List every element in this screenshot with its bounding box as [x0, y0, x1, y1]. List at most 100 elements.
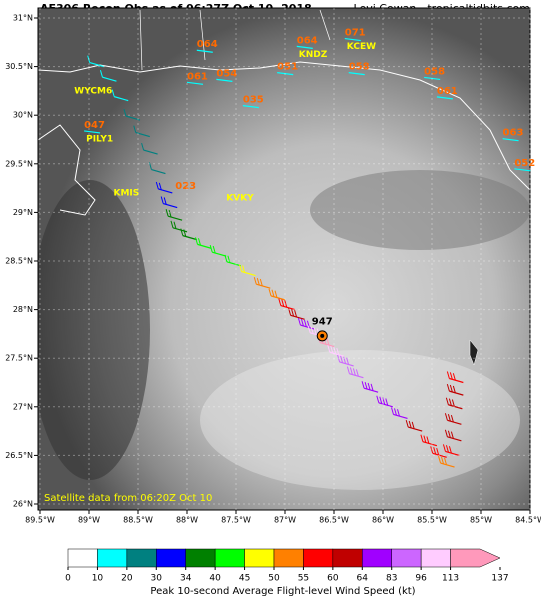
wind-barb	[195, 237, 212, 249]
barb-feather	[268, 288, 272, 297]
colorbar-tick-label: 113	[442, 574, 459, 584]
barb-feather	[442, 444, 446, 452]
barb-feather	[212, 245, 216, 254]
barb-shaft	[256, 283, 271, 289]
colorbar-label: Peak 10-second Average Flight-level Wind…	[150, 586, 415, 597]
x-tick-label: 88.5°W	[123, 516, 153, 525]
barb-feather	[87, 55, 91, 63]
barb-feather	[111, 89, 115, 97]
barb-feather	[451, 399, 455, 407]
wind-barb	[420, 434, 438, 447]
wind-barb	[337, 354, 354, 367]
colorbar-tick-label: 55	[298, 574, 309, 584]
y-tick-label: 27°N	[13, 402, 33, 411]
barb-feather	[370, 383, 374, 392]
wind-barb	[141, 142, 158, 155]
barb-feather	[198, 238, 201, 246]
y-tick-label: 29.5°N	[5, 159, 33, 168]
barb-shaft	[408, 426, 423, 432]
colorbar-bin	[362, 548, 392, 568]
colorbar-bin	[126, 548, 157, 568]
wind-barb	[442, 444, 460, 456]
wind-barb	[346, 366, 364, 379]
x-tick-label: 89.5°W	[25, 516, 55, 525]
barb-shaft	[329, 351, 344, 357]
colorbar-tick-label: 60	[327, 574, 339, 584]
barb-feather	[259, 278, 263, 287]
wind-barb	[376, 395, 393, 408]
barb-shaft	[449, 377, 464, 384]
station-code: WYCM6	[74, 86, 112, 96]
wind-barb	[111, 89, 129, 102]
station-barb	[344, 37, 361, 42]
barb-shaft	[445, 450, 460, 456]
barb-feather	[281, 299, 285, 307]
barb-feather	[288, 308, 292, 316]
barb-feather	[450, 431, 454, 439]
wind-barb	[438, 455, 455, 468]
x-tick-label: 84.5°W	[515, 516, 541, 525]
station-peak: 061	[437, 86, 458, 97]
barb-feather	[303, 319, 307, 327]
barb-feather	[158, 182, 162, 190]
wind-barb	[446, 383, 464, 396]
colorbar-extend	[450, 548, 501, 568]
station-peak: 064	[297, 35, 318, 46]
pressure: 947	[312, 316, 333, 327]
barb-feather	[444, 413, 448, 421]
station-peak: 058	[349, 62, 370, 73]
barb-feather	[346, 357, 350, 365]
barb-feather	[307, 325, 311, 333]
barb-shaft	[378, 402, 393, 408]
wind-barb	[268, 288, 286, 301]
barb-feather	[300, 318, 304, 327]
barb-feather	[330, 346, 334, 354]
barb-feather	[297, 317, 301, 326]
wind-barb	[253, 277, 271, 289]
barb-feather	[382, 397, 386, 405]
barb-shaft	[422, 441, 438, 447]
barb-feather	[444, 457, 448, 466]
barb-feather	[447, 430, 451, 438]
center-dot	[320, 333, 325, 338]
barb-feather	[452, 385, 456, 394]
station-peak: 071	[345, 28, 366, 39]
station-barb	[84, 130, 101, 134]
wind-barb	[99, 70, 117, 82]
station-barb	[348, 72, 365, 76]
barb-feather	[209, 245, 213, 253]
y-tick-label: 30°N	[13, 111, 33, 120]
station-barb	[424, 76, 441, 81]
barb-shaft	[197, 243, 212, 249]
barb-feather	[433, 447, 437, 455]
colorbar-bin	[67, 548, 98, 568]
x-tick-label: 85.5°W	[417, 516, 447, 525]
barb-shaft	[125, 115, 141, 121]
map-frame	[37, 7, 531, 511]
colorbar-tick-label: 0	[65, 574, 71, 584]
barb-shaft	[363, 387, 379, 393]
barb-feather	[379, 396, 383, 404]
y-tick-label: 27.5°N	[5, 354, 33, 363]
y-tick-label: 28°N	[13, 305, 33, 314]
barb-feather	[449, 372, 453, 380]
wind-barb	[209, 245, 227, 257]
colorbar-bin	[185, 548, 216, 568]
barb-shaft	[319, 341, 335, 348]
station-barb	[242, 105, 259, 109]
barb-shaft	[447, 419, 462, 425]
barb-shaft	[151, 168, 166, 175]
colorbar-bin	[391, 548, 422, 568]
x-tick-label: 87°W	[274, 516, 296, 525]
wind-barb	[155, 181, 173, 194]
colorbar-bin	[97, 548, 128, 568]
barb-feather	[160, 196, 164, 204]
station-peak: 064	[197, 39, 218, 50]
y-tick-label: 31°N	[13, 14, 33, 23]
wind-barb	[445, 397, 463, 410]
wind-barb	[278, 298, 295, 311]
x-tick-label: 85°W	[470, 516, 492, 525]
barb-feather	[343, 356, 347, 364]
colorbar-tick-label: 20	[121, 574, 133, 584]
station-peak: 052	[514, 158, 535, 169]
